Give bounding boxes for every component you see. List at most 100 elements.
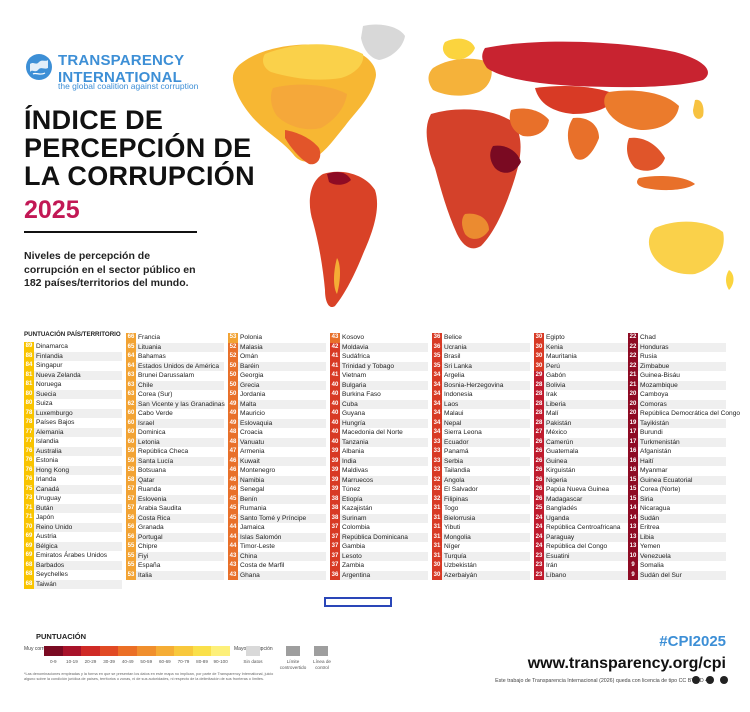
table-row: 44 Timor-Leste [228, 542, 326, 552]
table-row: 52 Malasia [228, 342, 326, 352]
country-cell: Vietnam [342, 372, 367, 379]
table-row: 55 España [126, 561, 224, 571]
table-row: 34 Nepal [432, 418, 530, 428]
country-cell: Eslovenia [138, 495, 167, 503]
table-row: 80 Suiza [24, 399, 122, 409]
table-row: 62 San Vicente y las Granadinas [126, 399, 225, 409]
table-row: 48 Croacia [228, 428, 326, 438]
table-row: 56 Granada [126, 523, 224, 533]
table-row: 33 Ecuador [432, 437, 530, 447]
country-cell: Bután [36, 504, 54, 512]
table-column: 22 Chad 22 Honduras 22 Rusia 22 Zimbabue 21 Guine… [628, 333, 740, 580]
table-row: 31 Bielorrusia [432, 513, 530, 523]
country-cell: Santo Tomé y Príncipe [240, 514, 307, 522]
table-row: 40 Bulgaria [330, 380, 428, 390]
country-cell: Singapur [36, 362, 63, 369]
score-cell: 22 [628, 361, 638, 371]
country-cell: Santa Lucía [138, 457, 174, 465]
country-cell: Turquía [444, 552, 467, 560]
legend-tick-label: 80-89 [196, 659, 208, 664]
table-row: 34 Sierra Leona [432, 428, 530, 438]
table-row: 34 Argelia [432, 371, 530, 381]
country-cell: Camerún [546, 438, 574, 446]
country-cell: República Checa [138, 448, 189, 455]
table-row: 58 Qatar [126, 475, 224, 485]
table-row: 53 Polonia [228, 333, 326, 343]
table-row: 31 Mongolia [432, 532, 530, 542]
country-cell: Bolivia [546, 381, 566, 389]
table-row: 34 Bosnia-Herzegovina [432, 380, 530, 390]
table-header: PUNTUACIÓN PAÍS/TERRITORIO [24, 331, 121, 338]
score-cell: 24 [534, 532, 544, 542]
score-cell: 34 [432, 380, 442, 390]
country-cell: Qatar [138, 476, 155, 484]
score-cell: 62 [126, 399, 136, 409]
table-row: 31 Turquía [432, 551, 530, 561]
table-row: 56 Portugal [126, 532, 224, 542]
score-cell: 32 [432, 475, 442, 485]
score-cell: 30 [534, 352, 544, 362]
country-cell: Irán [546, 562, 558, 569]
highlight-argentina [324, 597, 392, 607]
table-row: 39 India [330, 456, 428, 466]
score-cell: 46 [228, 456, 238, 466]
country-cell: Corea (Sur) [138, 391, 173, 398]
country-cell: China [240, 552, 258, 560]
score-cell: 52 [228, 342, 238, 352]
score-cell: 28 [534, 418, 544, 428]
table-row: 40 Guyana [330, 409, 428, 419]
country-cell: Letonia [138, 438, 160, 446]
table-row: 40 Hungría [330, 418, 428, 428]
country-cell: Mozambique [640, 381, 678, 389]
country-cell: Benín [240, 495, 258, 503]
country-cell: Nueva Zelanda [36, 371, 81, 379]
country-cell: Suiza [36, 400, 53, 407]
map-region-central-asia [535, 86, 615, 114]
table-row: 26 Kirguistán [534, 466, 632, 476]
table-column: 53 Polonia 52 Malasia 52 Omán 50 Baréin 50 Georgi… [228, 333, 326, 580]
table-row: 31 Níger [432, 542, 530, 552]
score-cell: 44 [228, 532, 238, 542]
table-row: 81 Noruega [24, 380, 122, 390]
website-link[interactable]: www.transparency.org/cpi [527, 655, 726, 672]
country-cell: Turkmenistán [640, 438, 680, 446]
table-row: 30 Perú [534, 361, 632, 371]
country-cell: Paraguay [546, 533, 575, 541]
country-cell: Malaui [444, 410, 464, 417]
country-cell: Malí [546, 410, 559, 417]
table-row: 19 Tayikistán [628, 418, 726, 428]
table-row: 60 Cabo Verde [126, 409, 224, 419]
table-row: 26 Guinea [534, 456, 632, 466]
table-row: 84 Singapur [24, 361, 122, 371]
score-cell: 39 [330, 447, 340, 457]
score-cell: 84 [24, 361, 34, 371]
country-cell: Senegal [240, 486, 265, 493]
country-cell: Zimbabue [640, 362, 670, 370]
score-cell: 63 [126, 390, 136, 400]
score-cell: 24 [534, 513, 544, 523]
table-row: 65 Lituania [126, 342, 224, 352]
country-cell: República Centroafricana [546, 524, 621, 531]
table-row: 31 Togo [432, 504, 530, 514]
table-row: 70 Reino Unido [24, 522, 122, 532]
table-row: 9 Somalia [628, 561, 726, 571]
table-row: 40 Cuba [330, 399, 428, 409]
score-cell: 16 [628, 466, 638, 476]
score-cell: 77 [24, 437, 34, 447]
map-region-canada [263, 44, 364, 80]
score-cell: 45 [228, 494, 238, 504]
table-row: 45 Rumania [228, 504, 326, 514]
score-cell: 69 [24, 551, 34, 561]
country-cell: Kirguistán [546, 467, 576, 474]
country-cell: Madagascar [546, 495, 583, 503]
score-cell: 15 [628, 485, 638, 495]
country-cell: Namibia [240, 476, 265, 484]
table-row: 41 Vietnam [330, 371, 428, 381]
license-text: Este trabajo de Transparencia Internacio… [495, 678, 714, 684]
score-cell: 40 [330, 418, 340, 428]
score-cell: 47 [228, 447, 238, 457]
table-row: 75 Canadá [24, 484, 122, 494]
country-cell: Estados Unidos de América [138, 362, 219, 370]
score-cell: 39 [330, 456, 340, 466]
country-cell: Chad [640, 334, 656, 341]
